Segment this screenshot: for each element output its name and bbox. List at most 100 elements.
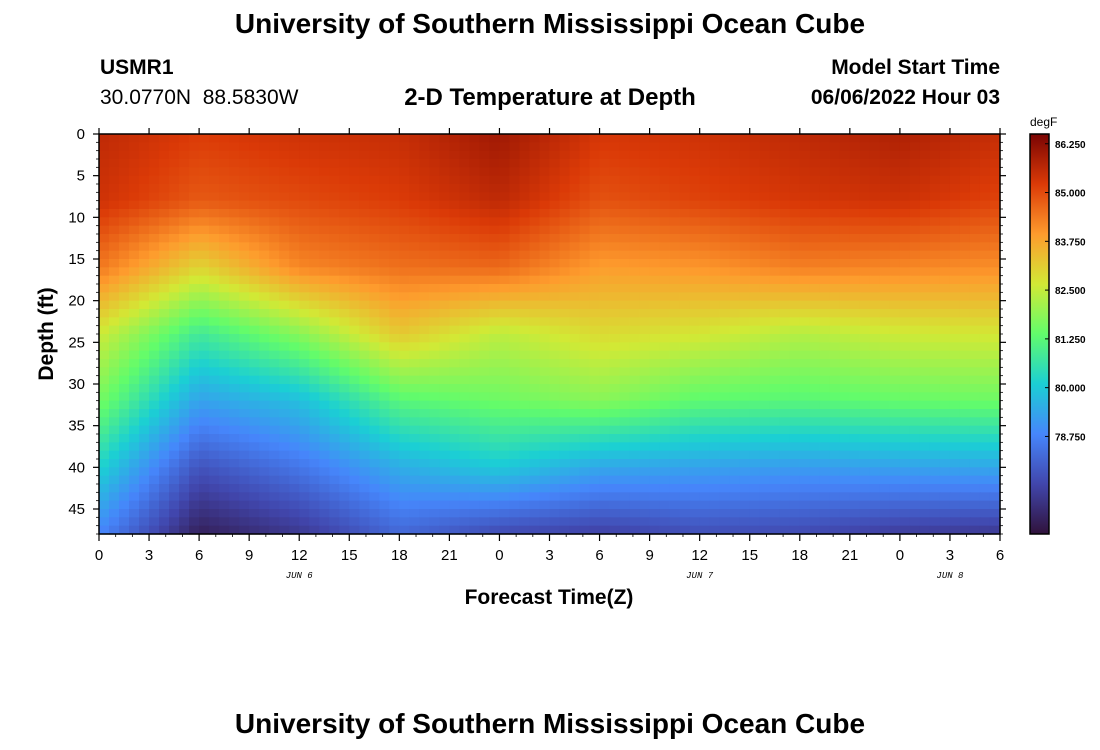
heatmap-cell bbox=[319, 500, 330, 510]
heatmap-cell bbox=[269, 442, 280, 452]
heatmap-cell bbox=[519, 250, 531, 260]
heatmap-cell bbox=[809, 450, 821, 460]
heatmap-cell bbox=[889, 450, 901, 460]
heatmap-cell bbox=[719, 359, 731, 368]
heatmap-cell bbox=[849, 150, 861, 160]
heatmap-cell bbox=[589, 484, 601, 493]
heatmap-cell bbox=[869, 250, 881, 260]
heatmap-cell bbox=[589, 434, 601, 443]
heatmap-cell bbox=[439, 325, 450, 335]
heatmap-cell bbox=[559, 267, 571, 277]
heatmap-cell bbox=[919, 434, 931, 443]
heatmap-cell bbox=[269, 250, 280, 260]
heatmap-cell bbox=[499, 334, 511, 343]
heatmap-cell bbox=[509, 317, 521, 327]
heatmap-cell bbox=[319, 400, 330, 410]
heatmap-cell bbox=[649, 309, 661, 318]
heatmap-cell bbox=[959, 384, 971, 393]
x-tick-label: 3 bbox=[946, 547, 954, 564]
heatmap-cell bbox=[239, 509, 250, 518]
heatmap-cell bbox=[689, 459, 701, 468]
heatmap-cell bbox=[889, 484, 901, 493]
heatmap-cell bbox=[519, 309, 531, 318]
heatmap-cell bbox=[939, 300, 951, 310]
heatmap-cell bbox=[399, 300, 410, 310]
heatmap-cell bbox=[129, 142, 140, 152]
heatmap-cell bbox=[979, 225, 991, 235]
heatmap-cell bbox=[959, 500, 971, 510]
heatmap-cell bbox=[949, 475, 961, 485]
heatmap-cell bbox=[879, 234, 891, 243]
heatmap-cell bbox=[859, 400, 871, 410]
heatmap-cell bbox=[379, 392, 390, 402]
heatmap-cell bbox=[189, 242, 200, 252]
heatmap-cell bbox=[619, 275, 631, 285]
heatmap-cell bbox=[249, 284, 260, 293]
heatmap-cell bbox=[799, 200, 811, 210]
heatmap-cell bbox=[209, 509, 220, 518]
heatmap-cell bbox=[779, 159, 791, 168]
heatmap-cell bbox=[559, 484, 571, 493]
heatmap-cell bbox=[569, 375, 581, 385]
heatmap-cell bbox=[719, 284, 731, 293]
heatmap-cell bbox=[929, 167, 941, 177]
heatmap-cell bbox=[819, 484, 831, 493]
heatmap-cell bbox=[549, 167, 561, 177]
heatmap-cell bbox=[959, 134, 971, 143]
heatmap-cell bbox=[429, 525, 440, 535]
heatmap-cell bbox=[379, 184, 390, 193]
heatmap-cell bbox=[489, 192, 501, 202]
heatmap-cell bbox=[949, 384, 961, 393]
heatmap-cell bbox=[529, 425, 541, 435]
heatmap-cell bbox=[279, 409, 290, 418]
heatmap-cell bbox=[779, 184, 791, 193]
heatmap-cell bbox=[419, 225, 430, 235]
heatmap-cell bbox=[219, 200, 230, 210]
heatmap-cell bbox=[319, 234, 330, 243]
heatmap-cell bbox=[959, 450, 971, 460]
heatmap-cell bbox=[669, 342, 681, 352]
heatmap-cell bbox=[399, 334, 410, 343]
heatmap-cell bbox=[589, 475, 601, 485]
heatmap-cell bbox=[339, 459, 350, 468]
heatmap-cell bbox=[459, 442, 471, 452]
heatmap-cell bbox=[99, 467, 110, 477]
heatmap-cell bbox=[359, 209, 370, 218]
heatmap-cell bbox=[909, 300, 921, 310]
heatmap-cell bbox=[709, 375, 721, 385]
heatmap-cell bbox=[699, 492, 711, 502]
heatmap-cell bbox=[479, 150, 491, 160]
heatmap-cell bbox=[309, 467, 320, 477]
heatmap-cell bbox=[579, 275, 591, 285]
heatmap-cell bbox=[629, 525, 641, 535]
heatmap-cell bbox=[309, 459, 320, 468]
heatmap-cell bbox=[539, 217, 551, 227]
heatmap-cell bbox=[229, 475, 240, 485]
heatmap-cell bbox=[879, 200, 891, 210]
heatmap-cell bbox=[919, 500, 931, 510]
heatmap-cell bbox=[729, 175, 741, 185]
heatmap-cell bbox=[439, 450, 450, 460]
heatmap-cell bbox=[439, 434, 450, 443]
heatmap-cell bbox=[139, 234, 150, 243]
heatmap-cell bbox=[719, 409, 731, 418]
heatmap-cell bbox=[979, 467, 991, 477]
heatmap-cell bbox=[939, 450, 951, 460]
heatmap-cell bbox=[509, 242, 521, 252]
heatmap-cell bbox=[729, 275, 741, 285]
heatmap-cell bbox=[129, 167, 140, 177]
heatmap-cell bbox=[179, 292, 190, 302]
heatmap-cell bbox=[159, 350, 170, 360]
heatmap-cell bbox=[249, 525, 260, 535]
heatmap-cell bbox=[199, 475, 210, 485]
heatmap-cell bbox=[219, 334, 230, 343]
heatmap-cell bbox=[709, 175, 721, 185]
x-tick-label: 0 bbox=[896, 547, 904, 564]
heatmap-cell bbox=[139, 400, 150, 410]
heatmap-cell bbox=[959, 425, 971, 435]
heatmap-cell bbox=[199, 309, 210, 318]
heatmap-cell bbox=[609, 275, 621, 285]
heatmap-cell bbox=[839, 192, 851, 202]
heatmap-cell bbox=[649, 417, 661, 427]
heatmap-cell bbox=[219, 342, 230, 352]
